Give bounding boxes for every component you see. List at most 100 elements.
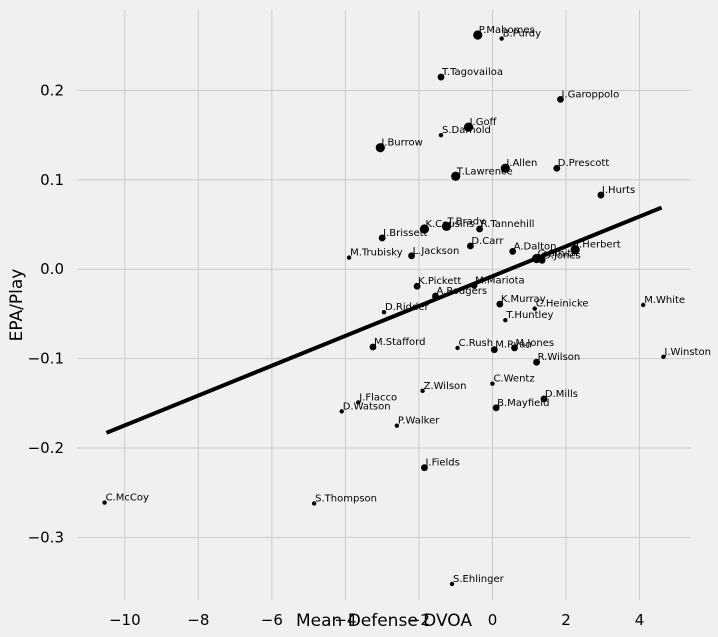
data-point	[533, 358, 540, 366]
point-label: C.Rush	[459, 338, 494, 349]
point-label: G.Smith	[538, 249, 578, 260]
x-tick-label: 4	[635, 611, 645, 629]
point-label: J.Winston	[663, 347, 711, 358]
point-label: T.Brady	[447, 216, 486, 227]
data-point	[346, 255, 352, 260]
trendline	[105, 205, 663, 435]
data-point	[570, 244, 580, 255]
point-label: S.Ehlinger	[453, 574, 505, 585]
y-tick-label: 0.2	[40, 81, 64, 99]
tick-labels: −10 −8 −6 −4 −2 0 2 4 −0.3 −0.2 −0.1 0.0 0.1 0.2	[28, 81, 645, 629]
point-label: P.Walker	[398, 416, 440, 427]
point-label: J.Fields	[424, 458, 459, 469]
data-point	[553, 164, 561, 172]
point-label: Z.Wilson	[424, 381, 467, 392]
data-point	[432, 292, 439, 300]
data-point	[381, 309, 387, 315]
x-tick-label: −10	[109, 611, 141, 629]
point-label: J.Herbert	[575, 240, 621, 251]
point-label: J.Burrow	[380, 138, 422, 149]
point-label: J.Flacco	[358, 392, 397, 403]
data-point	[490, 381, 495, 386]
point-label: T.Lawrence	[456, 166, 513, 177]
point-label: J.Goff	[469, 117, 498, 128]
data-point	[496, 300, 504, 308]
x-tick-label: −8	[187, 611, 209, 629]
data-point	[540, 395, 548, 403]
point-label: M.White	[644, 295, 685, 306]
data-point	[492, 404, 500, 412]
data-point	[451, 171, 461, 181]
point-label: T.Huntley	[505, 310, 553, 321]
data-point	[455, 345, 460, 351]
data-point	[102, 500, 107, 505]
point-label: J.Brissett	[382, 228, 427, 239]
data-point	[421, 464, 428, 472]
point-label: S.Thompson	[315, 493, 377, 504]
data-point	[503, 317, 508, 323]
data-point	[557, 95, 564, 103]
point-label: C.Wentz	[493, 374, 534, 385]
data-point	[408, 252, 415, 260]
data-point	[538, 256, 546, 264]
point-label: C.Heinicke	[536, 299, 589, 310]
data-point	[500, 163, 510, 173]
point-label: A.Dalton	[514, 241, 557, 252]
data-point	[476, 225, 483, 233]
data-point	[509, 247, 517, 255]
data-point	[467, 242, 474, 250]
data-point	[532, 306, 537, 311]
data-point	[413, 282, 421, 290]
point-label: R.Tannehill	[481, 219, 535, 230]
point-label: R.Wilson	[538, 352, 581, 363]
data-point	[378, 234, 386, 242]
point-label: J.Hurts	[601, 185, 635, 196]
x-tick-label: −6	[261, 611, 283, 629]
point-label: K.Pickett	[418, 276, 461, 287]
data-point	[356, 400, 361, 405]
data-point	[339, 409, 344, 414]
x-tick-label: 2	[561, 611, 571, 629]
point-label: L.Jackson	[413, 246, 460, 257]
point-label: M.Trubisky	[350, 248, 403, 259]
point-label: D.Prescott	[558, 158, 610, 169]
data-point	[490, 346, 498, 354]
y-tick-label: −0.1	[28, 350, 64, 368]
data-point	[511, 344, 518, 352]
y-tick-label: 0.0	[40, 260, 64, 278]
data-point	[419, 224, 430, 234]
point-label: M.Mariota	[475, 275, 525, 286]
point-label: J.Allen	[505, 158, 537, 169]
data-point	[470, 281, 478, 289]
data-point	[473, 30, 483, 40]
data-point	[438, 132, 444, 138]
point-label: B.Mayfield	[497, 398, 549, 409]
point-label: D.Jones	[543, 250, 581, 261]
y-tick-label: −0.3	[28, 528, 64, 546]
data-point	[437, 73, 445, 81]
x-axis-label: Mean Defense DVOA	[296, 611, 472, 631]
x-tick-label: −2	[408, 611, 430, 629]
point-label: K.Murray	[501, 294, 546, 305]
point-label: B.Purdy	[503, 29, 542, 40]
point-label: P.Mahomes	[479, 25, 535, 36]
x-tick-label: −4	[334, 611, 356, 629]
data-point	[641, 302, 646, 308]
data-point	[375, 143, 385, 153]
x-tick-label: 0	[488, 611, 498, 629]
point-label: S.Darnold	[442, 125, 491, 136]
y-tick-label: 0.1	[40, 171, 64, 189]
point-label: D.Watson	[343, 401, 391, 412]
point-label: J.Garoppolo	[560, 89, 619, 100]
data-point	[597, 191, 605, 199]
data-point	[420, 388, 425, 394]
data-point	[369, 343, 377, 351]
data-point	[661, 354, 666, 360]
point-label: D.Ridder	[385, 302, 429, 313]
data-point	[499, 36, 504, 41]
data-point	[463, 122, 474, 132]
point-label: M.Jones	[516, 338, 555, 349]
point-label: D.Mills	[545, 389, 578, 400]
